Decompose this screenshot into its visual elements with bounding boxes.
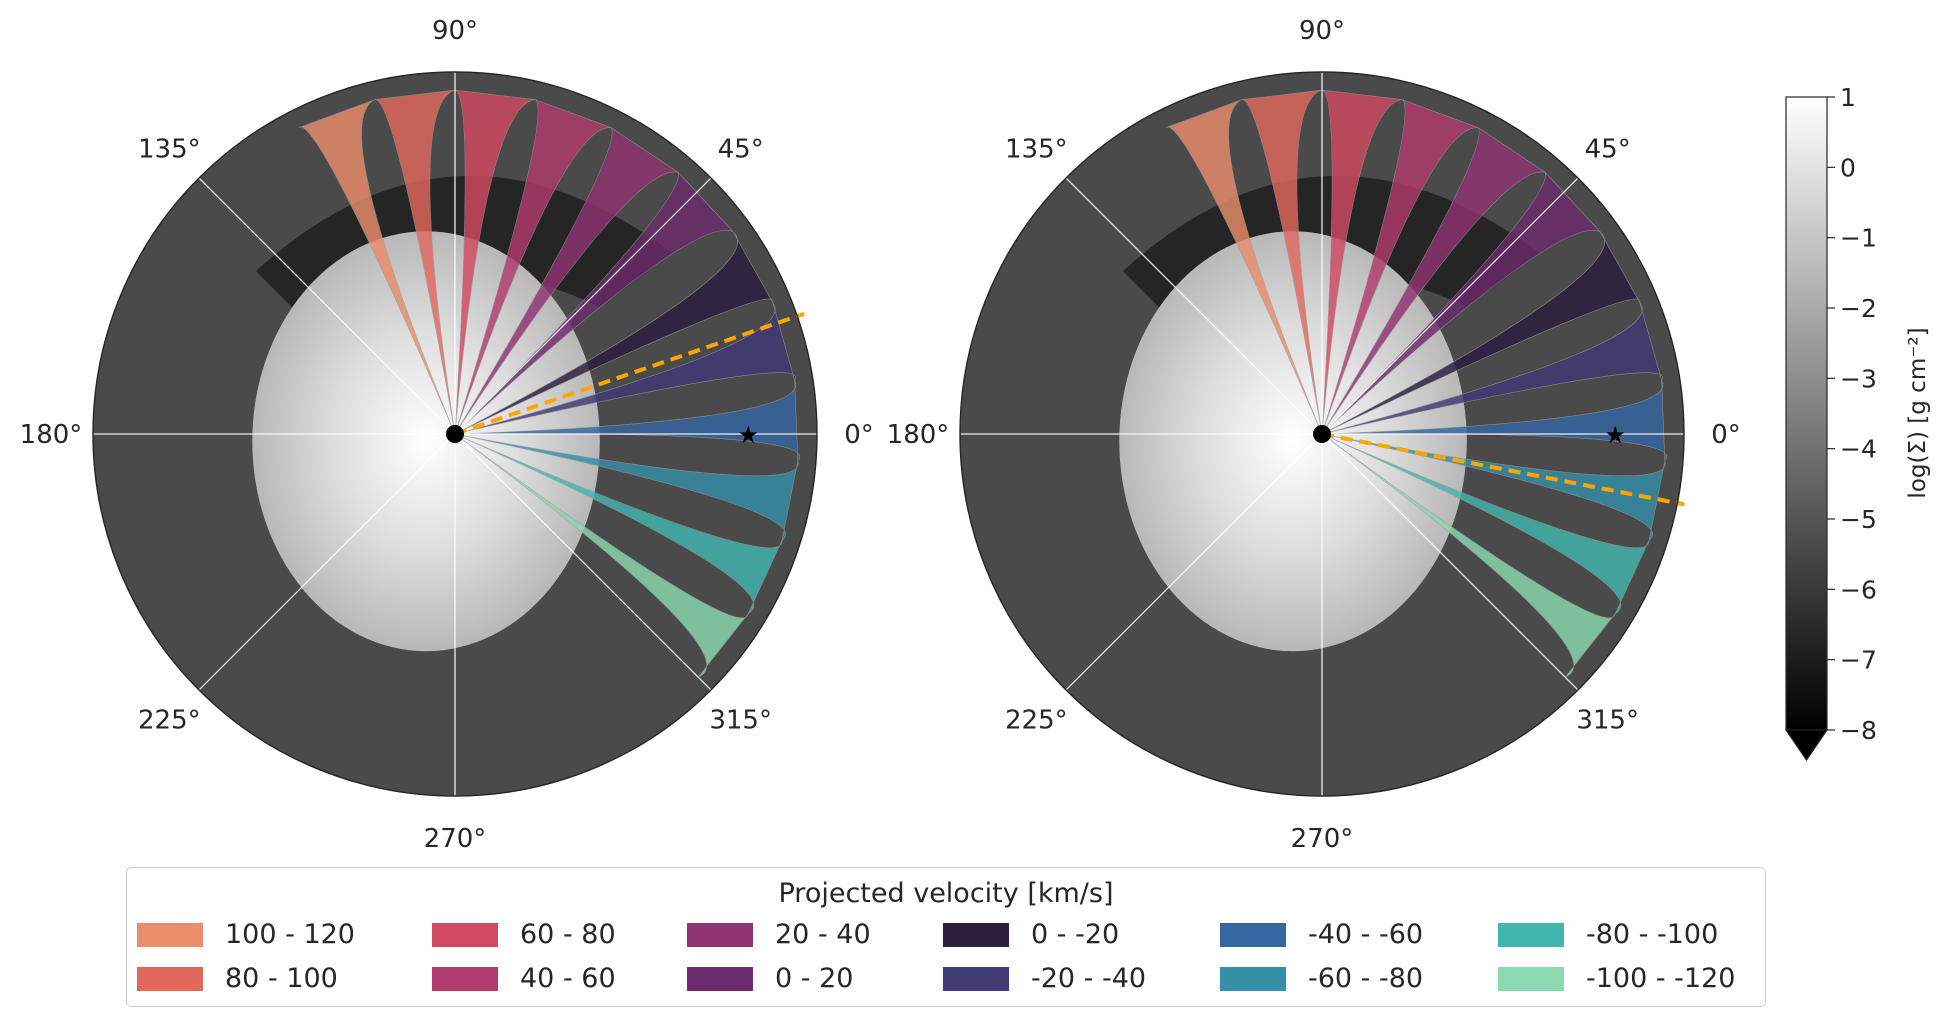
legend-swatch — [943, 923, 1009, 947]
disk-outline — [959, 71, 1685, 797]
legend-label: 100 - 120 — [225, 919, 355, 950]
legend-swatch — [1220, 967, 1286, 991]
legend-label: -40 - -60 — [1308, 919, 1424, 950]
grid-spoke — [1321, 177, 1579, 435]
center-dot — [1313, 425, 1331, 443]
colorbar-gradient — [1785, 96, 1828, 731]
legend-swatch — [1220, 923, 1286, 947]
legend-label: 80 - 100 — [225, 963, 338, 994]
colorbar-tick-label: −3 — [1840, 364, 1877, 393]
colorbar: 1 0 −1 −2 −3 −4 −5 −6 −7 −8 log(Σ) [g cm⁻²] — [1784, 83, 1931, 762]
velocity-contour-band — [454, 433, 799, 542]
legend-label: 0 - -20 — [1031, 919, 1120, 950]
grid-spoke — [198, 177, 456, 435]
legend-swatch — [137, 967, 203, 991]
dashed-sightline — [454, 311, 805, 436]
angle-label: 180° — [20, 420, 83, 450]
colorbar-extend-triangle — [1784, 729, 1829, 762]
legend-swatch — [943, 967, 1009, 991]
angle-label: 270° — [1291, 824, 1354, 854]
angle-label: 315° — [1576, 706, 1639, 736]
velocity-contour-band — [1165, 99, 1323, 435]
polar-panel-left: ★ 90° 45° 0° 315° 270° 225° 180° 135° — [20, 16, 874, 854]
grid-spoke — [1065, 177, 1323, 435]
velocity-contour-band — [1321, 433, 1650, 615]
angle-label: 135° — [1005, 134, 1068, 164]
legend-swatch — [432, 967, 498, 991]
colorbar-tick-label: −6 — [1840, 575, 1877, 604]
legend-swatch — [1498, 923, 1564, 947]
velocity-contour-band — [454, 231, 774, 435]
star-marker: ★ — [737, 421, 759, 449]
colorbar-tick-label: −1 — [1840, 224, 1877, 253]
colorbar-tick-label: −2 — [1840, 294, 1877, 323]
velocity-contour-band — [1321, 433, 1666, 542]
legend-label: -60 - -80 — [1308, 963, 1424, 994]
legend-swatch — [687, 923, 753, 947]
grid-spoke — [198, 433, 456, 691]
angle-label: 135° — [138, 134, 201, 164]
legend-label: 0 - 20 — [775, 963, 854, 994]
angle-label: 270° — [424, 824, 487, 854]
velocity-contour-band — [1321, 380, 1667, 462]
star-marker: ★ — [1604, 421, 1626, 449]
dashed-sightline — [1321, 432, 1685, 507]
velocity-contour-band — [454, 433, 783, 615]
center-dot — [446, 425, 464, 443]
angle-label: 90° — [1299, 16, 1345, 46]
colorbar-tick-label: 0 — [1840, 153, 1856, 182]
grid-spoke — [1321, 433, 1579, 691]
angle-label: 225° — [138, 706, 201, 736]
legend-swatch — [137, 923, 203, 947]
angle-label: 0° — [1711, 420, 1741, 450]
colorbar-tick-label: −7 — [1840, 646, 1877, 675]
disk-outline — [92, 71, 818, 797]
angle-label: 225° — [1005, 706, 1068, 736]
velocity-contour-band — [454, 380, 800, 462]
angle-label: 315° — [709, 706, 772, 736]
colorbar-tick-label: −5 — [1840, 505, 1877, 534]
colorbar-ticks: 1 0 −1 −2 −3 −4 −5 −6 −7 −8 — [1827, 83, 1877, 745]
colorbar-tick-label: 1 — [1840, 83, 1856, 112]
velocity-contour-band — [1321, 302, 1663, 435]
legend-label: 40 - 60 — [520, 963, 616, 994]
legend-title: Projected velocity [km/s] — [778, 878, 1114, 909]
angle-label: 0° — [844, 420, 874, 450]
polar-panel-right: ★ 90° 45° 0° 315° 270° 225° 180° 135° — [887, 16, 1741, 854]
legend-label: -80 - -100 — [1586, 919, 1719, 950]
colorbar-label: log(Σ) [g cm⁻²] — [1905, 327, 1931, 498]
angle-label: 45° — [718, 134, 764, 164]
legend-swatch — [1498, 967, 1564, 991]
velocity-contour-band — [298, 99, 456, 435]
angle-label: 45° — [1585, 134, 1631, 164]
grid-spoke — [454, 177, 712, 435]
grid-spoke — [454, 433, 712, 691]
legend-swatch — [687, 967, 753, 991]
angle-label: 90° — [432, 16, 478, 46]
legend-label: -20 - -40 — [1031, 963, 1147, 994]
legend: Projected velocity [km/s] 100 - 120 80 - … — [126, 867, 1766, 1007]
colorbar-tick-label: −4 — [1840, 435, 1877, 464]
velocity-contour-band — [454, 302, 796, 435]
colorbar-tick-label: −8 — [1840, 716, 1877, 745]
legend-label: 60 - 80 — [520, 919, 616, 950]
angle-label: 180° — [887, 420, 950, 450]
legend-swatch — [432, 923, 498, 947]
grid-spoke — [1065, 433, 1323, 691]
legend-label: 20 - 40 — [775, 919, 871, 950]
legend-label: -100 - -120 — [1586, 963, 1736, 994]
velocity-contour-band — [1321, 231, 1641, 435]
